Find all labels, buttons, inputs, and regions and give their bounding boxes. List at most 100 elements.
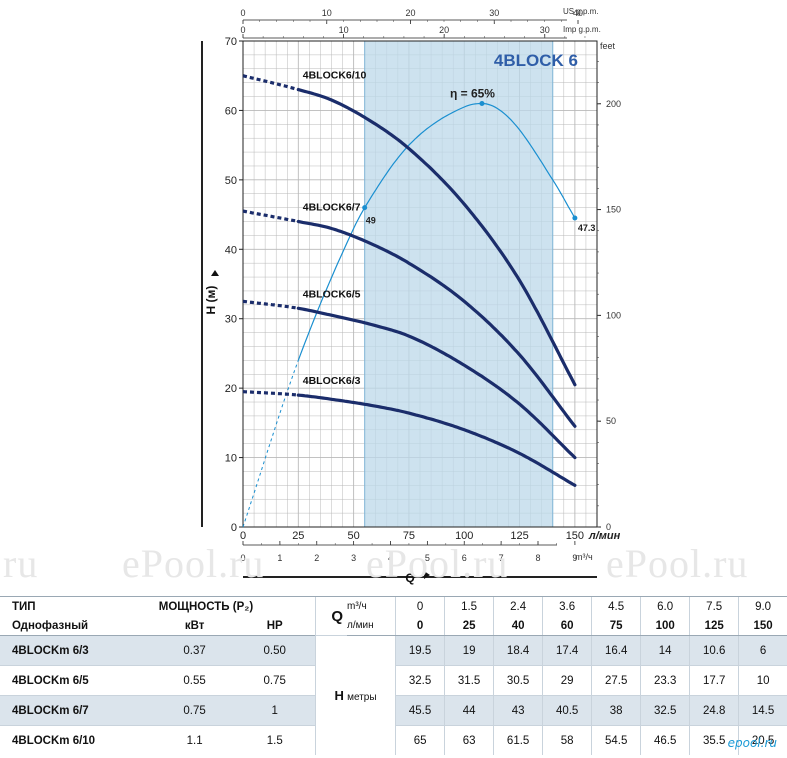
y-tick-label: 40 (225, 244, 237, 256)
kw-cell: 1.1 (154, 725, 235, 755)
top-us-unit: US g.p.m. (563, 7, 599, 16)
m3h-tick-label: 0 (240, 553, 245, 563)
y-tick-label: 50 (225, 175, 237, 187)
kw-cell: 0.55 (154, 665, 235, 696)
h-value-cell: 17.7 (689, 665, 739, 696)
y-tick-label: 60 (225, 105, 237, 117)
q-label: Q (331, 607, 343, 625)
top-us-tick-label: 0 (240, 8, 245, 18)
x-tick-label: 75 (403, 530, 415, 542)
h-value-cell: 10 (738, 665, 787, 696)
q-lmin-cell: 150 (738, 616, 787, 636)
x-axis-title: Q (405, 571, 414, 585)
q-m3h-cell: 0 (395, 596, 445, 616)
m3h-tick-label: 8 (535, 553, 540, 563)
type-header: ТИП (0, 596, 155, 616)
plot-frame (242, 40, 598, 528)
m3h-tick-label: 7 (499, 553, 504, 563)
efficiency-start-label: 49 (366, 216, 376, 226)
h-value-cell: 38 (591, 695, 641, 726)
h-value-cell: 18.4 (493, 635, 543, 666)
q-unit-m3h: m³/ч (347, 596, 396, 616)
pump-curves (242, 74, 577, 487)
q-m3h-cell: 7.5 (689, 596, 739, 616)
q-unit-lmin: л/мин (347, 616, 396, 636)
top-imp-tick-label: 20 (439, 25, 449, 35)
h-value-cell: 19 (444, 635, 494, 666)
q-lmin-cell: 40 (493, 616, 543, 636)
efficiency-point (572, 215, 578, 221)
top-us-tick-label: 10 (322, 8, 332, 18)
efficiency-end-label: 47.3 (578, 223, 596, 233)
h-value-cell: 32.5 (395, 665, 445, 696)
h-value-cell: 14.5 (738, 695, 787, 726)
h-value-cell: 61.5 (493, 725, 543, 755)
top-us-tick-label: 30 (489, 8, 499, 18)
h-value-cell: 20.5 (738, 725, 787, 755)
h-unit: метры (347, 692, 377, 703)
pump-curve (296, 306, 577, 460)
h-value-cell: 44 (444, 695, 494, 726)
power-header: МОЩНОСТЬ (P₂) (154, 596, 316, 616)
model-cell: 4BLOCKm 6/7 (0, 695, 155, 726)
y-tick-label: 0 (231, 522, 237, 534)
q-m3h-cell: 3.6 (542, 596, 592, 616)
h-value-cell: 35.5 (689, 725, 739, 755)
q-m3h-cell: 2.4 (493, 596, 543, 616)
hp-header: HP (234, 616, 316, 636)
x-tick-label: 50 (348, 530, 360, 542)
shaded-region (364, 40, 554, 528)
pump-curve-dashed (242, 390, 299, 397)
series-label: 4BLOCK6/7 (303, 202, 361, 214)
top-us-tick-label: 40 (573, 8, 583, 18)
y-tick-label: 10 (225, 453, 237, 465)
q-lmin-cell: 125 (689, 616, 739, 636)
m3h-tick-label: 1 (277, 553, 282, 563)
h-value-cell: 54.5 (591, 725, 641, 755)
h-value-cell: 16.4 (591, 635, 641, 666)
h-value-cell: 6 (738, 635, 787, 666)
hp-cell: 0.50 (234, 635, 316, 666)
h-value-cell: 30.5 (493, 665, 543, 696)
q-m3h-cell: 9.0 (738, 596, 787, 616)
h-label: H (334, 688, 344, 703)
top-imp-tick-label: 0 (240, 25, 245, 35)
pump-curve (296, 393, 577, 487)
x-tick-label: 0 (240, 530, 246, 542)
h-value-cell: 45.5 (395, 695, 445, 726)
q-m3h-cell: 4.5 (591, 596, 641, 616)
top-imp-tick-label: 10 (339, 25, 349, 35)
kw-cell: 0.37 (154, 635, 235, 666)
q-lmin-cell: 60 (542, 616, 592, 636)
efficiency-curve (297, 102, 576, 361)
h-value-cell: 65 (395, 725, 445, 755)
q-lmin-cell: 25 (444, 616, 494, 636)
h-value-cell: 58 (542, 725, 592, 755)
y-tick-label: 20 (225, 383, 237, 395)
kw-header: кВт (154, 616, 235, 636)
h-value-cell: 29 (542, 665, 592, 696)
h-value-cell: 14 (640, 635, 690, 666)
model-cell: 4BLOCKm 6/10 (0, 725, 155, 755)
q-lmin-cell: 100 (640, 616, 690, 636)
q-lmin-cell: 75 (591, 616, 641, 636)
m3h-tick-label: 4 (388, 553, 393, 563)
h-value-cell: 27.5 (591, 665, 641, 696)
series-label: 4BLOCK6/10 (303, 70, 367, 82)
y-tick-label: 30 (225, 314, 237, 326)
right-tick-label: 100 (606, 310, 621, 320)
table-row: 4BLOCKm 6/7 0.75 1 45.5 44 43 40.5 38 32… (0, 695, 787, 726)
x-axis-unit-m3h: m³/ч (575, 552, 593, 562)
hp-cell: 1 (234, 695, 316, 726)
m3h-tick-label: 2 (314, 553, 319, 563)
q-m3h-cell: 6.0 (640, 596, 690, 616)
h-value-cell: 63 (444, 725, 494, 755)
efficiency-curve-group (242, 100, 578, 528)
pump-curve (296, 88, 577, 387)
watermark: .ru (0, 541, 39, 586)
model-cell: 4BLOCKm 6/5 (0, 665, 155, 696)
x-tick-label: 100 (455, 530, 473, 542)
pump-curve (296, 219, 577, 428)
